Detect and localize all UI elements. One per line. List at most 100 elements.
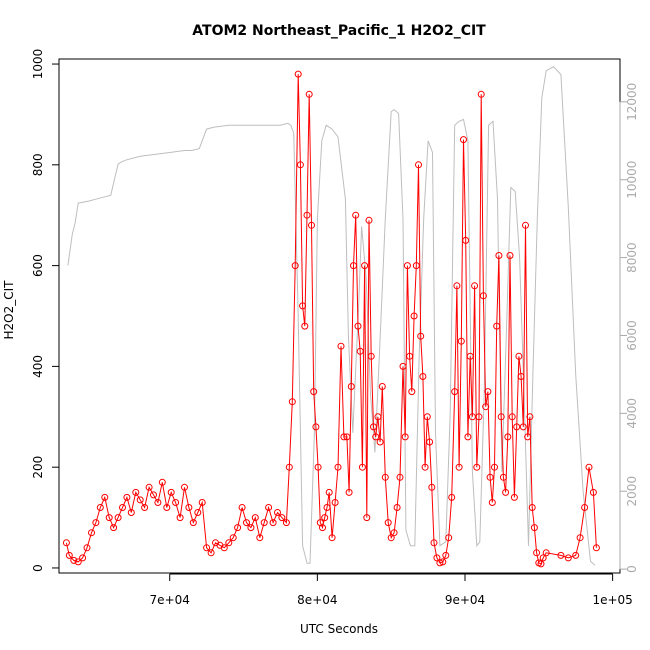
data-point bbox=[471, 282, 479, 290]
data-point bbox=[451, 388, 459, 396]
data-point bbox=[189, 519, 197, 527]
data-point bbox=[321, 514, 329, 522]
data-point bbox=[282, 519, 290, 527]
data-point bbox=[497, 413, 505, 421]
data-point bbox=[484, 388, 492, 396]
data-point bbox=[185, 504, 193, 511]
primary-series-layer bbox=[62, 70, 600, 568]
data-point bbox=[194, 509, 202, 516]
secondary-series-layer bbox=[67, 66, 596, 566]
data-point bbox=[506, 252, 514, 259]
data-point bbox=[345, 488, 353, 496]
data-point bbox=[401, 433, 409, 441]
data-point bbox=[110, 524, 118, 532]
data-point bbox=[585, 463, 593, 471]
data-point bbox=[323, 504, 331, 511]
data-point bbox=[299, 302, 307, 310]
data-point bbox=[123, 493, 131, 501]
data-point bbox=[589, 488, 597, 496]
data-point bbox=[291, 262, 299, 270]
data-point bbox=[417, 332, 425, 340]
data-point bbox=[530, 524, 538, 532]
y-tick-label: 200 bbox=[31, 456, 45, 479]
data-point bbox=[74, 558, 82, 566]
data-point bbox=[105, 514, 113, 522]
y2-tick-label: 2000 bbox=[625, 476, 639, 507]
data-point bbox=[515, 352, 523, 360]
data-point bbox=[234, 524, 242, 532]
chart-title: ATOM2 Northeast_Pacific_1 H2O2_CIT bbox=[192, 23, 486, 39]
data-point bbox=[92, 519, 100, 527]
data-point bbox=[433, 554, 441, 562]
data-point bbox=[482, 403, 490, 411]
data-point bbox=[557, 551, 565, 559]
data-point bbox=[460, 136, 467, 144]
data-point bbox=[421, 463, 429, 471]
data-point bbox=[453, 282, 461, 290]
data-point bbox=[430, 539, 438, 547]
data-point bbox=[96, 504, 104, 511]
data-point bbox=[354, 322, 362, 330]
data-point bbox=[334, 463, 342, 471]
data-point bbox=[442, 551, 450, 559]
data-point bbox=[62, 539, 70, 547]
data-point bbox=[251, 514, 259, 522]
data-point bbox=[508, 413, 516, 421]
y-tick-label: 1000 bbox=[31, 49, 45, 80]
data-point bbox=[65, 551, 73, 559]
data-point bbox=[319, 524, 326, 532]
data-point bbox=[303, 211, 311, 219]
data-point bbox=[207, 549, 215, 557]
data-point bbox=[419, 373, 427, 380]
data-point bbox=[445, 534, 453, 542]
data-point bbox=[504, 433, 512, 441]
data-point bbox=[198, 499, 206, 506]
x-tick-label: 9e+04 bbox=[445, 593, 485, 607]
data-point bbox=[305, 90, 313, 98]
data-point bbox=[352, 211, 360, 219]
data-point bbox=[229, 534, 237, 542]
data-point bbox=[158, 478, 166, 486]
data-point bbox=[243, 519, 250, 527]
data-point bbox=[408, 388, 416, 396]
data-point bbox=[331, 499, 339, 506]
axes-layer: 7e+04 8e+04 9e+04 1e+0502004006008001000020… bbox=[31, 49, 639, 607]
data-point bbox=[528, 504, 536, 511]
data-point bbox=[176, 514, 184, 522]
data-point bbox=[325, 488, 333, 496]
data-point bbox=[308, 221, 315, 229]
data-point bbox=[412, 262, 420, 270]
data-point bbox=[396, 473, 404, 481]
data-point bbox=[274, 509, 281, 516]
data-point bbox=[361, 262, 369, 270]
data-point bbox=[356, 347, 364, 355]
data-point bbox=[256, 534, 264, 542]
data-point bbox=[278, 514, 286, 522]
data-point bbox=[581, 504, 589, 511]
data-point bbox=[132, 488, 140, 496]
data-point bbox=[542, 549, 550, 557]
data-point bbox=[314, 463, 322, 471]
x-tick-label: 8e+04 bbox=[297, 593, 337, 607]
data-point bbox=[238, 504, 246, 511]
data-point bbox=[328, 534, 336, 542]
data-point bbox=[260, 519, 268, 527]
data-point bbox=[439, 558, 447, 566]
data-point bbox=[127, 509, 135, 516]
data-point bbox=[410, 312, 418, 320]
data-point bbox=[406, 352, 414, 360]
data-point bbox=[576, 534, 584, 542]
y-tick-label: 0 bbox=[31, 564, 45, 572]
data-point bbox=[399, 362, 407, 370]
data-point bbox=[301, 322, 309, 330]
y2-tick-label: 12000 bbox=[625, 83, 639, 121]
data-point bbox=[403, 262, 411, 270]
secondary-series-line bbox=[67, 66, 596, 566]
data-point bbox=[119, 504, 126, 511]
data-point bbox=[473, 463, 481, 471]
data-point bbox=[539, 554, 547, 562]
data-point bbox=[337, 342, 345, 350]
data-point bbox=[312, 423, 320, 431]
data-point bbox=[524, 433, 532, 441]
data-point bbox=[367, 352, 375, 360]
